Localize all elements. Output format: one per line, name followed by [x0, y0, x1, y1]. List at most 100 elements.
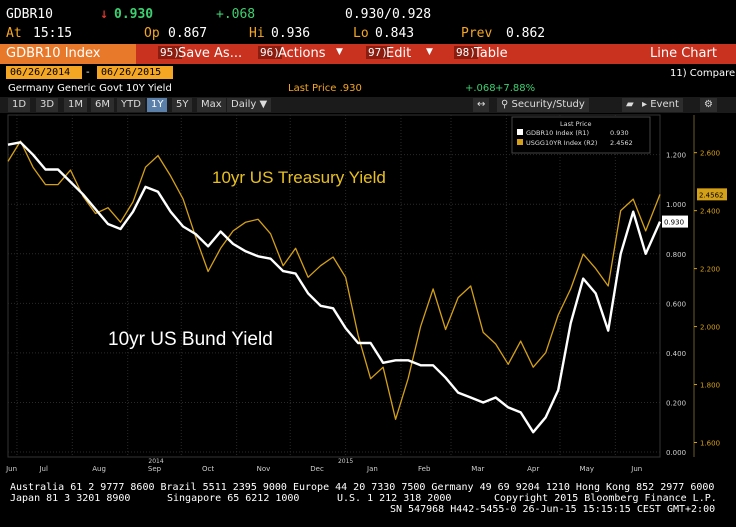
info-pct-change: +7.88%: [495, 83, 536, 94]
frequency-label: Daily: [231, 99, 257, 110]
tab-5y[interactable]: 5Y: [172, 98, 193, 112]
tab-6m[interactable]: 6M: [91, 98, 114, 112]
start-date-field[interactable]: 06/26/2014: [6, 66, 82, 79]
y-left-tick-label: 0.000: [666, 449, 686, 457]
legend-box: [511, 116, 651, 154]
at-label: At: [6, 26, 22, 41]
x-year-label: 2014: [148, 458, 163, 465]
info-change: +.068: [465, 83, 496, 94]
x-year-label: 2015: [338, 458, 353, 465]
edit-chevron-down-icon: ▼: [426, 47, 433, 57]
zoom-out-icon[interactable]: ↔: [473, 98, 490, 112]
chart-annotations: 10yr US Treasury Yield 10yr US Bund Yield: [108, 168, 386, 350]
series-lines: 0.930 2.4562: [7, 140, 727, 434]
x-tick-label: Oct: [202, 465, 214, 473]
y-right-tick-label: 2.000: [700, 324, 720, 332]
high-value: 0.936: [271, 26, 311, 41]
security-study-button[interactable]: ⚲ Security/Study: [497, 98, 589, 112]
legend-title: Last Price: [560, 120, 591, 128]
security-study-label: Security/Study: [511, 99, 585, 110]
x-tick-label: Dec: [310, 465, 324, 473]
date-separator: -: [86, 67, 90, 78]
treasury-annotation: 10yr US Treasury Yield: [212, 168, 386, 187]
y-right-tick-label: 2.200: [700, 266, 720, 274]
actions-chevron-down-icon: ▼: [336, 47, 343, 57]
x-tick-label: Jul: [38, 465, 48, 473]
plot-frame: [7, 114, 661, 458]
x-tick-label: Sep: [148, 465, 162, 473]
footer-us: U.S. 1 212 318 2000: [337, 493, 452, 504]
frequency-dropdown[interactable]: Daily ▼: [227, 98, 272, 112]
footer-copyright: Copyright 2015 Bloomberg Finance L.P.: [494, 493, 717, 504]
tab-3d[interactable]: 3D: [36, 98, 59, 112]
table-button[interactable]: Table: [474, 46, 508, 61]
legend-label: USGG10YR Index (R2): [526, 139, 597, 147]
tab-1d[interactable]: 1D: [8, 98, 31, 112]
footer-singapore: Singapore 65 6212 1000: [167, 493, 300, 504]
bid-ask-value: 0.930/0.928: [345, 7, 432, 22]
legend-value: 2.4562: [610, 139, 633, 147]
down-arrow-icon: ↓: [100, 6, 109, 22]
yield-chart[interactable]: Jun Jul Aug Sep Oct Nov Dec Jan Feb Mar Apr May Jun 2…: [0, 113, 736, 475]
event-icon: ▸: [642, 99, 648, 110]
compare-button[interactable]: 11) Compare: [670, 68, 736, 79]
function-toolbar: GDBR10 Index 95) Save As... 96) Actions …: [0, 44, 736, 64]
legend-value: 0.930: [610, 129, 629, 137]
save-key: 95): [158, 46, 182, 59]
index-name-box[interactable]: [0, 44, 136, 64]
y-right-tick-label: 1.600: [700, 440, 720, 448]
y-left-tick-label: 0.200: [666, 399, 686, 407]
x-tick-label: Jun: [630, 465, 642, 473]
edit-key: 97): [366, 46, 390, 59]
y-right-tick-label: 1.800: [700, 382, 720, 390]
bund-annotation: 10yr US Bund Yield: [108, 329, 273, 350]
end-date-field[interactable]: 06/26/2015: [97, 66, 173, 79]
footer-japan: Japan 81 3 3201 8900: [10, 493, 131, 504]
footer-contacts-line: Australia 61 2 9777 8600 Brazil 5511 239…: [10, 482, 715, 493]
event-label: Event: [650, 99, 679, 110]
edit-menu-button[interactable]: Edit: [386, 46, 412, 61]
x-tick-label: Mar: [471, 465, 484, 473]
actions-key: 96): [258, 46, 282, 59]
x-tick-label: May: [580, 465, 594, 473]
tab-1m[interactable]: 1M: [64, 98, 87, 112]
legend-swatch: [517, 139, 523, 145]
y-left-tick-label: 0.400: [666, 350, 686, 358]
ticker-label: GDBR10: [6, 7, 53, 22]
tab-max[interactable]: Max: [197, 98, 226, 112]
chart-grid: [7, 114, 695, 458]
tab-1y[interactable]: 1Y: [147, 98, 168, 112]
treasury-last-value-tag: [697, 188, 727, 201]
chart-type-label[interactable]: Line Chart: [650, 46, 717, 61]
security-name: Germany Generic Govt 10Y Yield: [8, 83, 172, 94]
y-right-tick-label: 2.400: [700, 208, 720, 216]
y-left-tick-label: 1.200: [666, 152, 686, 160]
actions-menu-button[interactable]: Actions: [278, 46, 326, 61]
open-value: 0.867: [168, 26, 208, 41]
x-tick-label: Nov: [257, 465, 271, 473]
footer-sn: SN 547968 H442-5455-0 26-Jun-15 15:15:15…: [390, 504, 716, 515]
open-label: Op: [144, 26, 160, 41]
settings-gear-icon[interactable]: ⚙: [700, 98, 717, 112]
event-button[interactable]: ▸ Event: [638, 98, 683, 112]
legend-swatch: [517, 129, 523, 135]
y-left-tick-label: 0.600: [666, 300, 686, 308]
treasury-last-value-text: 2.4562: [699, 191, 724, 199]
index-name-label[interactable]: GDBR10 Index: [6, 46, 101, 61]
axis-ticks: Jun Jul Aug Sep Oct Nov Dec Jan Feb Mar Apr May Jun 2…: [5, 150, 720, 473]
save-as-button[interactable]: Save As...: [178, 46, 243, 61]
bund-last-value-text: 0.930: [664, 219, 684, 227]
tab-ytd[interactable]: YTD: [117, 98, 145, 112]
table-key: 98): [454, 46, 478, 59]
y-left-tick-label: 0.800: [666, 251, 686, 259]
high-label: Hi: [249, 26, 265, 41]
x-tick-label: Aug: [92, 465, 106, 473]
bookmark-icon[interactable]: ▰: [622, 98, 638, 112]
bund-yield-line: [7, 141, 662, 434]
bund-last-value-tag: [662, 215, 688, 228]
treasury-yield-line: [7, 140, 661, 420]
period-tab-bar: 1D 3D 1M 6M YTD 1Y 5Y Max Daily ▼ ↔ ⚲ Se…: [0, 97, 736, 113]
frequency-chevron-down-icon: ▼: [259, 99, 268, 110]
legend-label: GDBR10 Index (R1): [526, 129, 589, 137]
